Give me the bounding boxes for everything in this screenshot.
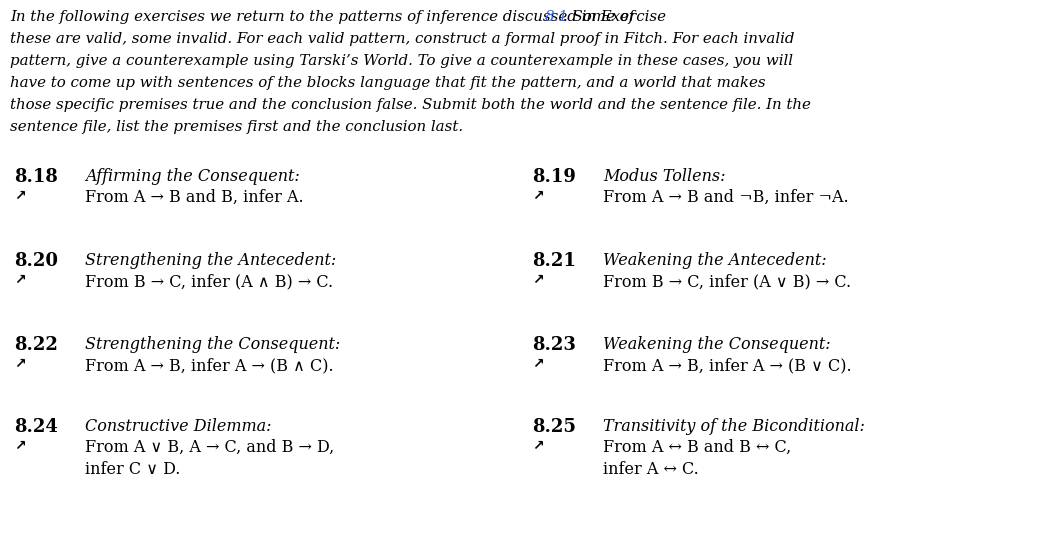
Text: From A ↔ B and B ↔ C,: From A ↔ B and B ↔ C, [603,439,791,456]
Text: From A ∨ B, A → C, and B → D,: From A ∨ B, A → C, and B → D, [85,439,334,456]
Text: 8.24: 8.24 [14,418,58,436]
Text: those specific premises true and the conclusion false. Submit both the world and: those specific premises true and the con… [10,98,811,112]
Text: From A → B, infer A → (B ∨ C).: From A → B, infer A → (B ∨ C). [603,357,852,374]
Text: 8.20: 8.20 [14,252,58,270]
Text: ↗: ↗ [14,273,26,287]
Text: ↗: ↗ [532,273,543,287]
Text: Strengthening the Antecedent:: Strengthening the Antecedent: [85,252,336,269]
Text: From B → C, infer (A ∧ B) → C.: From B → C, infer (A ∧ B) → C. [85,273,333,290]
Text: Strengthening the Consequent:: Strengthening the Consequent: [85,336,340,353]
Text: From B → C, infer (A ∨ B) → C.: From B → C, infer (A ∨ B) → C. [603,273,852,290]
Text: have to come up with sentences of the blocks language that fit the pattern, and : have to come up with sentences of the bl… [10,76,765,90]
Text: Transitivity of the Biconditional:: Transitivity of the Biconditional: [603,418,865,435]
Text: From A → B, infer A → (B ∧ C).: From A → B, infer A → (B ∧ C). [85,357,333,374]
Text: sentence file, list the premises first and the conclusion last.: sentence file, list the premises first a… [10,120,463,134]
Text: 8.23: 8.23 [532,336,576,354]
Text: 8.1: 8.1 [545,10,568,24]
Text: ↗: ↗ [14,439,26,453]
Text: these are valid, some invalid. For each valid pattern, construct a formal proof : these are valid, some invalid. For each … [10,32,794,46]
Text: ↗: ↗ [532,357,543,371]
Text: ↗: ↗ [532,189,543,203]
Text: Weakening the Antecedent:: Weakening the Antecedent: [603,252,827,269]
Text: infer A ↔ C.: infer A ↔ C. [603,461,699,478]
Text: ↗: ↗ [14,357,26,371]
Text: In the following exercises we return to the patterns of inference discussed in E: In the following exercises we return to … [10,10,670,24]
Text: Weakening the Consequent:: Weakening the Consequent: [603,336,831,353]
Text: Constructive Dilemma:: Constructive Dilemma: [85,418,272,435]
Text: 8.18: 8.18 [14,168,58,186]
Text: infer C ∨ D.: infer C ∨ D. [85,461,180,478]
Text: 8.19: 8.19 [532,168,576,186]
Text: ↗: ↗ [532,439,543,453]
Text: Affirming the Consequent:: Affirming the Consequent: [85,168,300,185]
Text: From A → B and B, infer A.: From A → B and B, infer A. [85,189,304,206]
Text: 8.22: 8.22 [14,336,58,354]
Text: From A → B and ¬B, infer ¬A.: From A → B and ¬B, infer ¬A. [603,189,848,206]
Text: ↗: ↗ [14,189,26,203]
Text: 8.21: 8.21 [532,252,576,270]
Text: 8.25: 8.25 [532,418,576,436]
Text: Modus Tollens:: Modus Tollens: [603,168,726,185]
Text: pattern, give a counterexample using Tarski’s World. To give a counterexample in: pattern, give a counterexample using Tar… [10,54,793,68]
Text: . Some of: . Some of [563,10,634,24]
